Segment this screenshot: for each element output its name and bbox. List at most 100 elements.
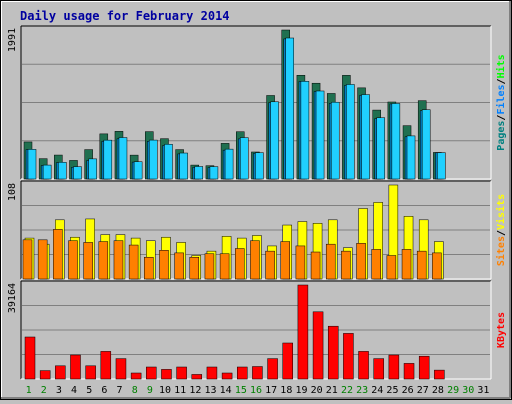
bar-kbytes: [237, 366, 248, 380]
bar-sites: [371, 249, 381, 280]
bar-sites: [265, 250, 275, 280]
bar-kbytes: [388, 354, 400, 380]
bar-pages: [255, 152, 264, 180]
bar-pages: [133, 161, 143, 180]
legend-sites: Sites: [495, 236, 507, 266]
x-tick-label: 28: [432, 385, 444, 396]
legend-hits: Hits: [495, 54, 507, 78]
bar-pages: [224, 148, 234, 180]
bar-kbytes: [373, 358, 384, 380]
legend-separator: /: [496, 115, 507, 121]
bar-pages: [73, 166, 82, 180]
bar-sites: [235, 248, 245, 280]
x-tick-label: 10: [159, 385, 171, 396]
bar-kbytes: [146, 366, 157, 380]
x-tick-label: 4: [71, 385, 77, 396]
bar-sites: [83, 242, 93, 280]
bar-pages: [179, 152, 188, 180]
x-tick-label: 30: [462, 385, 474, 396]
bar-sites: [22, 239, 33, 280]
bar-pages: [194, 166, 204, 180]
x-tick-label: 2: [41, 385, 47, 396]
bar-sites: [432, 252, 442, 280]
bar-kbytes: [85, 365, 96, 380]
bar-pages: [391, 103, 401, 180]
bar-kbytes: [206, 366, 218, 380]
bar-pages: [315, 90, 325, 180]
bar-sites: [144, 256, 154, 280]
bar-sites: [219, 253, 230, 280]
bar-kbytes: [297, 284, 309, 380]
bar-sites: [37, 239, 48, 280]
x-tick-label: 19: [295, 385, 307, 396]
bar-kbytes: [55, 365, 66, 380]
bar-kbytes: [358, 351, 369, 380]
legend-separator: /: [496, 230, 507, 236]
bar-kbytes: [282, 342, 293, 380]
bar-pages: [300, 81, 310, 180]
bar-sites: [295, 245, 306, 280]
bar-sites: [280, 241, 290, 280]
bar-sites: [250, 240, 260, 280]
bar-sites: [159, 250, 169, 280]
bar-kbytes: [403, 363, 415, 380]
x-tick-label: 7: [117, 385, 123, 396]
bar-sites: [356, 243, 366, 280]
legend: Sites/Visits: [495, 194, 507, 266]
bar-pages: [209, 166, 219, 180]
x-tick-label: 21: [326, 385, 338, 396]
bar-kbytes: [434, 369, 445, 380]
bar-sites: [98, 241, 109, 280]
bar-kbytes: [327, 325, 339, 380]
x-tick-label: 3: [56, 385, 62, 396]
x-tick-label: 8: [132, 385, 138, 396]
legend: Pages/Files/Hits: [495, 54, 507, 150]
bar-pages: [27, 149, 37, 180]
chart-title: Daily usage for February 2014: [20, 9, 230, 23]
x-tick-label: 24: [371, 385, 383, 396]
legend: KBytes: [496, 312, 507, 348]
x-tick-label: 15: [235, 385, 247, 396]
x-tick-label: 29: [447, 385, 459, 396]
bar-pages: [103, 139, 113, 180]
bar-sites: [416, 250, 427, 280]
y-max-label: 39164: [7, 283, 18, 313]
bar-kbytes: [100, 351, 112, 380]
bar-pages: [149, 139, 158, 180]
bar-kbytes: [70, 354, 81, 380]
bar-sites: [113, 240, 124, 280]
bar-kbytes: [252, 366, 263, 380]
x-tick-label: 12: [189, 385, 201, 396]
x-tick-label: 20: [311, 385, 323, 396]
hits-files-pages-panel: 1991 Pages/Files/Hits: [7, 25, 507, 180]
x-tick-label: 17: [265, 385, 277, 396]
kbytes-panel: 39164 KBytes: [7, 280, 507, 380]
bar-sites: [325, 243, 336, 280]
bar-kbytes: [130, 372, 142, 380]
legend-visits: Visits: [495, 194, 507, 230]
bar-pages: [421, 109, 431, 180]
bar-kbytes: [418, 355, 430, 380]
bar-pages: [164, 144, 173, 180]
bar-kbytes: [267, 358, 278, 380]
bar-sites: [310, 251, 321, 280]
bar-pages: [330, 101, 340, 180]
bar-pages: [406, 135, 416, 180]
bar-pages: [118, 137, 128, 180]
bar-sites: [128, 244, 139, 280]
bar-kbytes: [191, 374, 203, 380]
bar-kbytes: [39, 370, 51, 380]
legend-separator: /: [496, 78, 507, 84]
bar-sites: [174, 252, 184, 280]
bar-sites: [341, 250, 351, 280]
x-tick-label: 14: [220, 385, 232, 396]
y-max-label: 1991: [7, 28, 18, 52]
x-tick-label: 6: [101, 385, 107, 396]
x-tick-label: 1: [26, 385, 32, 396]
legend-files: Files: [495, 84, 507, 114]
bar-pages: [270, 101, 279, 180]
x-tick-label: 13: [204, 385, 216, 396]
y-max-label: 108: [7, 183, 18, 201]
